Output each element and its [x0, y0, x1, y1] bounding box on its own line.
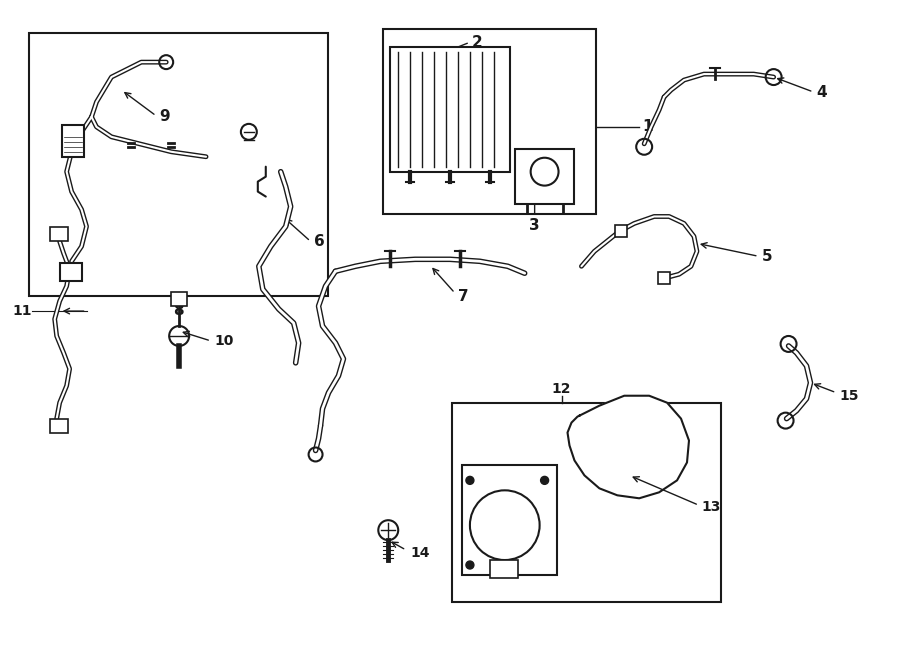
- Bar: [462, 465, 556, 575]
- Text: 12: 12: [552, 381, 572, 396]
- Bar: [616, 225, 627, 237]
- Text: 2: 2: [472, 35, 482, 50]
- Text: 4: 4: [816, 85, 827, 100]
- Circle shape: [466, 477, 474, 485]
- Text: 10: 10: [214, 334, 233, 348]
- Bar: [452, 403, 721, 602]
- Text: 6: 6: [313, 234, 324, 249]
- Text: 1: 1: [643, 120, 652, 134]
- Bar: [171, 292, 187, 306]
- Circle shape: [466, 561, 474, 569]
- Polygon shape: [568, 396, 689, 498]
- Text: 7: 7: [458, 289, 469, 303]
- Text: 14: 14: [410, 546, 429, 560]
- Circle shape: [541, 477, 549, 485]
- Bar: [29, 33, 328, 296]
- Text: 5: 5: [761, 249, 772, 264]
- Text: 15: 15: [840, 389, 859, 403]
- Bar: [658, 272, 670, 284]
- Bar: [391, 47, 509, 172]
- Text: 9: 9: [159, 110, 170, 124]
- Text: 13: 13: [702, 500, 721, 514]
- Bar: [383, 29, 597, 214]
- Text: 11: 11: [13, 304, 32, 318]
- Bar: [515, 149, 574, 204]
- Bar: [490, 560, 518, 578]
- Text: 8: 8: [173, 303, 184, 318]
- Bar: [50, 418, 68, 432]
- Text: 3: 3: [529, 219, 540, 233]
- Bar: [50, 227, 68, 241]
- Bar: [59, 263, 82, 281]
- Bar: [61, 125, 84, 157]
